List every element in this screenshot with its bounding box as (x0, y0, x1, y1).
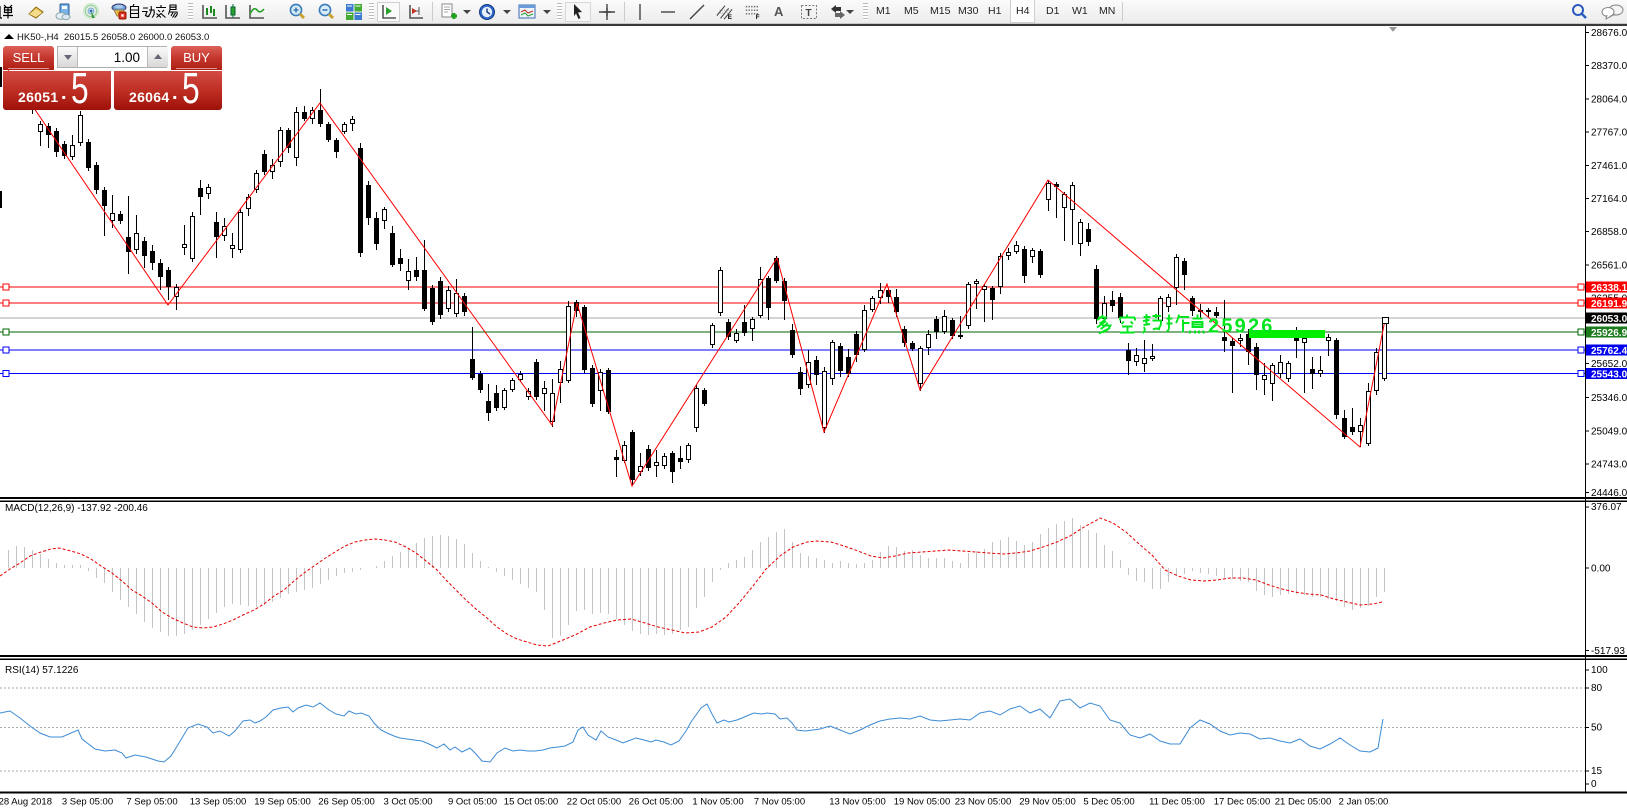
svg-text:50: 50 (1591, 723, 1603, 734)
svg-text:26561.0: 26561.0 (1591, 260, 1627, 271)
svg-text:28 Aug 2018: 28 Aug 2018 (0, 797, 52, 808)
svg-text:25762.4: 25762.4 (1591, 346, 1627, 357)
svg-text:24446.0: 24446.0 (1591, 488, 1627, 499)
svg-text:25926: 25926 (1208, 316, 1275, 338)
svg-text:HK50-,H4 26015.5 26058.0 2600: HK50-,H4 26015.5 26058.0 26000.0 26053.0 (17, 32, 209, 43)
svg-text:7 Sep 05:00: 7 Sep 05:00 (126, 797, 177, 808)
svg-text:MACD(12,26,9) -137.92 -200.46: MACD(12,26,9) -137.92 -200.46 (5, 503, 148, 514)
svg-text:13 Sep 05:00: 13 Sep 05:00 (190, 797, 247, 808)
svg-text:27461.0: 27461.0 (1591, 161, 1627, 172)
svg-text:1 Nov 05:00: 1 Nov 05:00 (692, 797, 743, 808)
svg-text:28370.0: 28370.0 (1591, 61, 1627, 72)
svg-text:26191.9: 26191.9 (1591, 299, 1627, 310)
svg-text:RSI(14) 57.1226: RSI(14) 57.1226 (5, 665, 79, 676)
svg-text:22 Oct 05:00: 22 Oct 05:00 (567, 797, 621, 808)
svg-text:17 Dec 05:00: 17 Dec 05:00 (1214, 797, 1271, 808)
svg-text:9 Oct 05:00: 9 Oct 05:00 (448, 797, 497, 808)
svg-text:3 Sep 05:00: 3 Sep 05:00 (62, 797, 113, 808)
svg-text:E: E (728, 14, 732, 21)
svg-text:25049.0: 25049.0 (1591, 426, 1627, 437)
svg-text:26858.0: 26858.0 (1591, 227, 1627, 238)
svg-text:29 Nov 05:00: 29 Nov 05:00 (1019, 797, 1076, 808)
svg-text:T: T (806, 8, 812, 19)
svg-text:3 Oct 05:00: 3 Oct 05:00 (383, 797, 432, 808)
svg-text:F: F (756, 14, 760, 21)
svg-text:21 Dec 05:00: 21 Dec 05:00 (1275, 797, 1332, 808)
svg-text:27767.0: 27767.0 (1591, 128, 1627, 139)
svg-text:100: 100 (1591, 665, 1608, 676)
svg-text:19 Nov 05:00: 19 Nov 05:00 (894, 797, 951, 808)
svg-text:376.07: 376.07 (1591, 502, 1622, 513)
svg-text:80: 80 (1591, 683, 1603, 694)
svg-text:11 Dec 05:00: 11 Dec 05:00 (1149, 797, 1205, 808)
svg-text:2 Jan 05:00: 2 Jan 05:00 (1339, 797, 1389, 808)
svg-text:15 Oct 05:00: 15 Oct 05:00 (504, 797, 558, 808)
svg-text:23 Nov 05:00: 23 Nov 05:00 (955, 797, 1012, 808)
svg-text:26338.1: 26338.1 (1591, 283, 1627, 294)
svg-text:5 Dec 05:00: 5 Dec 05:00 (1083, 797, 1134, 808)
svg-text:28676.0: 28676.0 (1591, 28, 1627, 39)
svg-text:25543.0: 25543.0 (1591, 369, 1627, 380)
svg-text:25346.0: 25346.0 (1591, 393, 1627, 404)
svg-text:19 Sep 05:00: 19 Sep 05:00 (254, 797, 311, 808)
svg-text:-517.93: -517.93 (1591, 646, 1625, 657)
svg-text:25652.0: 25652.0 (1591, 359, 1627, 370)
svg-text:26053.0: 26053.0 (1591, 314, 1627, 325)
svg-text:26 Sep 05:00: 26 Sep 05:00 (318, 797, 375, 808)
svg-text:0.00: 0.00 (1591, 564, 1611, 575)
svg-text:15: 15 (1591, 766, 1603, 777)
svg-text:0: 0 (1591, 779, 1597, 790)
svg-text:28064.0: 28064.0 (1591, 94, 1627, 105)
svg-text:13 Nov 05:00: 13 Nov 05:00 (829, 797, 886, 808)
svg-text:24743.0: 24743.0 (1591, 460, 1627, 471)
svg-text:26 Oct 05:00: 26 Oct 05:00 (629, 797, 683, 808)
svg-text:27164.0: 27164.0 (1591, 194, 1627, 205)
svg-text:7 Nov 05:00: 7 Nov 05:00 (754, 797, 805, 808)
svg-text:25926.9: 25926.9 (1591, 328, 1627, 339)
